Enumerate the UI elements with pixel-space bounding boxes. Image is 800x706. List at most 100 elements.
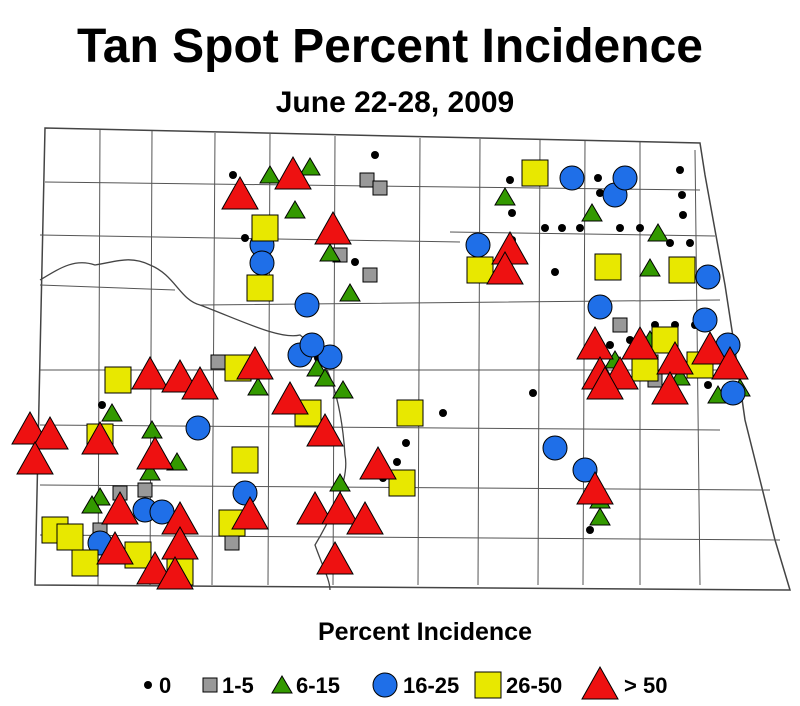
site-marker	[141, 420, 163, 439]
site-marker	[589, 507, 611, 526]
site-marker	[314, 368, 336, 387]
site-marker	[259, 165, 281, 184]
site-marker	[711, 345, 749, 380]
title: Tan Spot Percent Incidence	[77, 20, 703, 73]
site-marker	[616, 224, 624, 232]
site-marker	[402, 439, 410, 447]
site-marker	[246, 274, 274, 302]
site-marker	[296, 490, 334, 525]
site-marker	[542, 435, 568, 461]
site-marker	[396, 399, 424, 427]
site-marker	[319, 243, 341, 262]
site-marker	[612, 165, 638, 191]
legend-label: 0	[159, 673, 171, 698]
site-marker	[101, 403, 123, 422]
site-marker	[316, 540, 354, 575]
site-marker	[299, 157, 321, 176]
site-marker	[679, 211, 687, 219]
site-marker	[346, 500, 384, 535]
site-marker	[156, 555, 194, 590]
legend-label: > 50	[624, 673, 667, 698]
site-marker	[229, 171, 237, 179]
site-marker	[71, 549, 99, 577]
site-marker	[294, 292, 320, 318]
site-marker	[636, 224, 644, 232]
site-marker	[232, 480, 258, 506]
site-marker	[647, 223, 669, 242]
site-marker	[581, 203, 603, 222]
site-marker	[359, 172, 375, 188]
site-marker	[236, 345, 274, 380]
site-marker	[686, 239, 694, 247]
site-marker	[695, 264, 721, 290]
site-marker	[96, 530, 134, 565]
site-marker	[306, 358, 328, 377]
site-marker	[506, 176, 514, 184]
site-marker	[572, 457, 598, 483]
site-marker	[332, 380, 354, 399]
site-marker	[639, 258, 661, 277]
legend-symbol	[202, 677, 218, 693]
site-marker	[241, 234, 249, 242]
site-marker	[594, 174, 602, 182]
site-marker	[284, 200, 306, 219]
site-marker	[612, 317, 628, 333]
site-marker	[704, 381, 712, 389]
site-marker	[137, 482, 153, 498]
site-marker	[210, 354, 226, 370]
site-marker	[231, 446, 259, 474]
site-marker	[359, 445, 397, 480]
legend-title: Percent Incidence	[318, 618, 532, 646]
legend-symbol	[474, 671, 502, 699]
legend-label: 16-25	[403, 673, 459, 698]
legend-symbol	[581, 665, 619, 700]
site-marker	[371, 151, 379, 159]
site-marker	[339, 283, 361, 302]
site-marker	[576, 224, 584, 232]
site-marker	[181, 365, 219, 400]
subtitle: June 22-28, 2009	[276, 86, 515, 119]
site-marker	[559, 165, 585, 191]
site-marker	[139, 462, 161, 481]
site-marker	[104, 366, 132, 394]
legend-symbol	[144, 681, 152, 689]
site-marker	[465, 232, 491, 258]
site-marker	[587, 294, 613, 320]
site-marker	[98, 401, 106, 409]
site-marker	[351, 258, 359, 266]
site-marker	[594, 253, 622, 281]
site-marker	[720, 380, 746, 406]
site-marker	[31, 415, 69, 450]
site-marker	[306, 412, 344, 447]
site-marker	[131, 355, 169, 390]
site-marker	[508, 209, 516, 217]
legend-label: 1-5	[222, 673, 254, 698]
site-marker	[521, 159, 549, 187]
site-marker	[185, 415, 211, 441]
site-marker	[251, 214, 279, 242]
site-marker	[136, 435, 174, 470]
site-marker	[529, 389, 537, 397]
site-marker	[317, 344, 343, 370]
site-marker	[16, 440, 54, 475]
site-marker	[494, 187, 516, 206]
legend-symbol	[372, 672, 398, 698]
site-marker	[541, 224, 549, 232]
legend-symbol	[271, 675, 293, 694]
site-marker	[692, 307, 718, 333]
site-marker	[576, 470, 614, 505]
site-marker	[466, 256, 494, 284]
site-marker	[231, 495, 269, 530]
site-marker	[56, 523, 84, 551]
site-marker	[621, 325, 659, 360]
site-marker	[81, 420, 119, 455]
site-marker	[221, 175, 259, 210]
site-marker	[486, 250, 524, 285]
site-marker	[161, 525, 199, 560]
site-marker	[299, 332, 325, 358]
site-marker	[576, 325, 614, 360]
site-marker	[372, 180, 388, 196]
site-marker	[678, 191, 686, 199]
site-marker	[81, 495, 103, 514]
